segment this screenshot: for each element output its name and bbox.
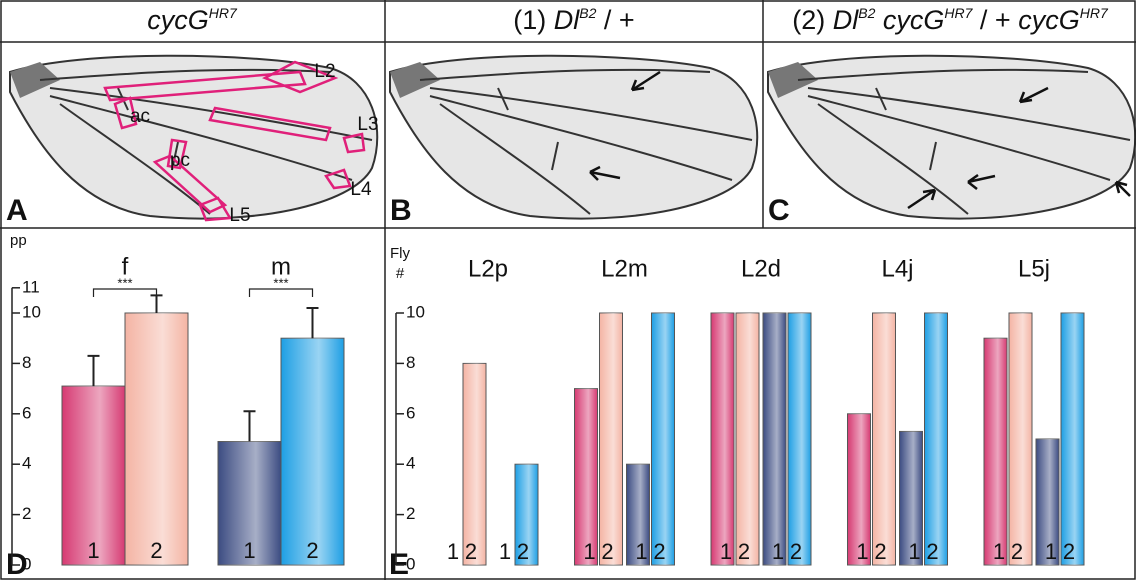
bar-shine [652,313,675,565]
y-tick-label: 4 [22,454,31,473]
header-segment: HR7 [209,5,238,21]
panel-letter: A [6,194,28,227]
bar-shine [925,313,948,565]
y-tick-label: 2 [406,504,415,523]
x-tick-label: 1 [243,538,255,563]
panel-header: cycGHR7 [147,5,238,35]
y-tick-label: 8 [406,353,415,372]
bar-label: 2 [517,539,529,564]
wing-label: L2 [314,61,335,82]
header-segment: (2) [792,5,833,35]
bar-label: 1 [993,539,1005,564]
header-segment: (1) [513,5,554,35]
header-segment: Dl [554,5,580,35]
bar-shine [763,313,786,565]
bar-label: 2 [1063,539,1075,564]
bar-label: 1 [635,539,647,564]
panel-letter: C [768,194,790,227]
bar-label: 2 [601,539,613,564]
bar-shine [788,313,811,565]
bar-label: 1 [1045,539,1057,564]
bar-label: 2 [1011,539,1023,564]
bar-label: 2 [738,539,750,564]
header-segment: HR7 [944,5,973,21]
bar-shine [711,313,734,565]
significance-label: *** [117,275,132,290]
y-axis-label: pp [10,232,27,249]
category-label: L4j [881,255,913,282]
bar-shine [984,338,1007,565]
x-tick-label: 2 [150,538,162,563]
bar-label: 1 [856,539,868,564]
y-tick-label: 2 [22,504,31,523]
header-segment: / + [596,5,634,35]
category-label: L2m [601,255,648,282]
y-tick-label: 6 [406,403,415,422]
figure: cycGHR7AL2acL3pcL4L5(1) DlB2 / +B(2) DlB… [0,0,1136,580]
y-tick-label: 0 [406,554,415,573]
wing-label: ac [130,106,150,127]
bar-label: 2 [926,539,938,564]
bar-shine [736,313,759,565]
x-tick-label: 2 [306,538,318,563]
panel-c [768,56,1135,219]
wing-label: L3 [357,114,378,135]
panel-header: (1) DlB2 / + [513,5,634,35]
wing-label: L5 [229,205,250,226]
header-segment: B2 [579,5,596,21]
bar-label: 2 [790,539,802,564]
header-segment: cycG [147,5,209,35]
error-bar [88,356,100,386]
y-axis-label: # [396,265,405,282]
bar-label: 2 [653,539,665,564]
header-segment: HR7 [1080,5,1109,21]
bar-label: 1 [908,539,920,564]
header-segment: Dl [833,5,859,35]
y-tick-label: 0 [22,554,31,573]
category-label: L5j [1018,255,1050,282]
category-label: L2p [468,255,508,282]
x-tick-label: 1 [87,538,99,563]
y-tick-label: 10 [406,302,425,321]
panel-header: (2) DlB2 cycGHR7 / + cycGHR7 [792,5,1109,35]
y-tick-label: 6 [22,403,31,422]
error-bar [151,295,163,313]
y-tick-label: 8 [22,353,31,372]
header-segment: / + [972,5,1018,35]
bar-label: 1 [499,539,511,564]
panel-b [390,56,757,219]
significance-label: *** [273,275,288,290]
header-segment: B2 [858,5,875,21]
header-segment: cycG [1018,5,1080,35]
header-segment: cycG [875,5,944,35]
bar-shine [873,313,896,565]
wing-label: pc [170,150,190,171]
bar-shine [1009,313,1032,565]
bar-label: 1 [720,539,732,564]
bar-label: 1 [772,539,784,564]
y-axis-label: Fly [390,245,410,262]
bar-shine [600,313,623,565]
y-tick-label: 10 [22,302,41,321]
error-bar [244,411,256,441]
bar-shine [281,338,344,565]
bar-label: 1 [447,539,459,564]
bar-shine [1061,313,1084,565]
bar-label: 2 [465,539,477,564]
y-tick-label: 11 [22,277,40,296]
bar-label: 1 [583,539,595,564]
bar-label: 2 [874,539,886,564]
bar-shine [463,363,486,565]
y-tick-label: 4 [406,454,415,473]
category-label: L2d [741,255,781,282]
error-bar [307,308,319,338]
panel-letter: B [390,194,412,227]
wing-label: L4 [350,179,372,200]
bar-shine [125,313,188,565]
